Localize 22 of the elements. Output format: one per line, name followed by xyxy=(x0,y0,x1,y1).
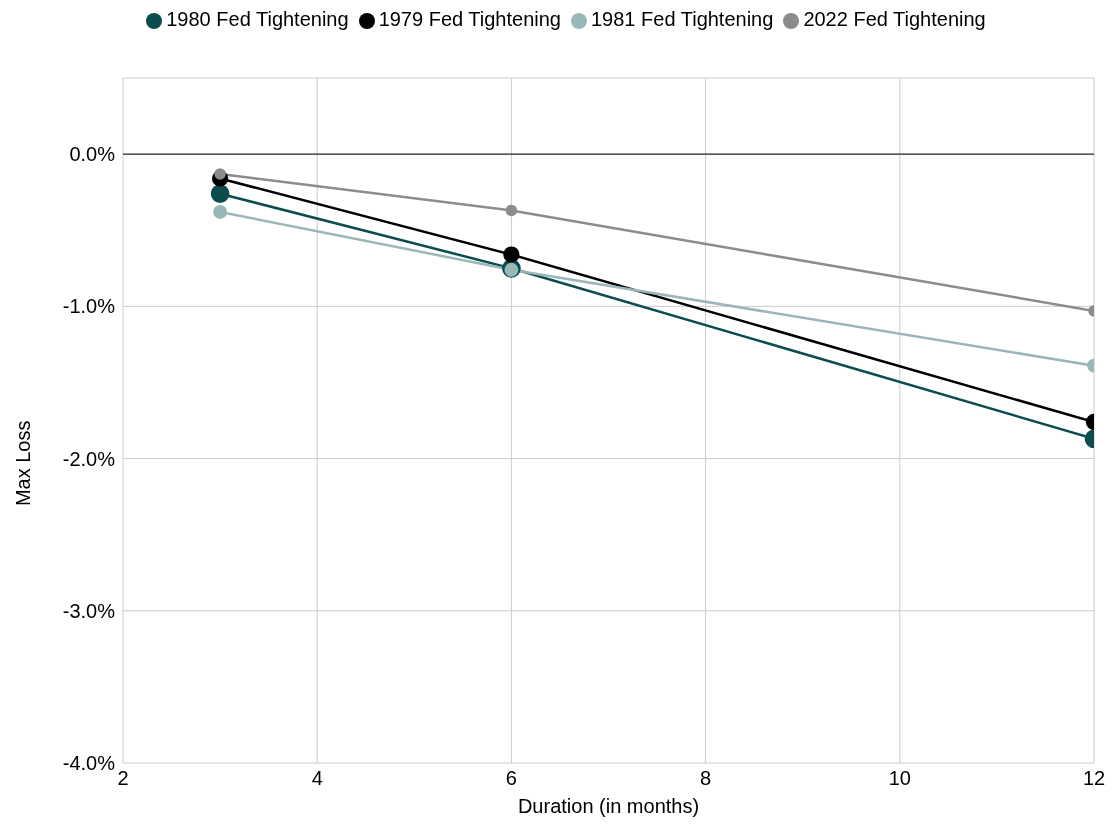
point xyxy=(503,246,520,263)
legend-label: 2022 Fed Tightening xyxy=(803,8,986,30)
x-axis-title: Duration (in months) xyxy=(517,795,700,817)
x-tick-label: 4 xyxy=(311,767,323,790)
y-tick-label: -1.0% xyxy=(62,295,116,318)
y-tick-label: -2.0% xyxy=(62,447,116,470)
legend-label: 1981 Fed Tightening xyxy=(591,8,774,30)
legend-label: 1979 Fed Tightening xyxy=(378,8,561,30)
x-tick-label: 6 xyxy=(505,767,517,790)
point xyxy=(213,205,228,219)
legend-label: 1980 Fed Tightening xyxy=(166,8,349,30)
x-tick-label: 12 xyxy=(1082,767,1106,790)
y-axis-title: Max Loss xyxy=(12,420,35,507)
point xyxy=(210,184,230,204)
x-tick-label: 2 xyxy=(117,767,129,790)
y-tick-label: -3.0% xyxy=(62,599,116,622)
x-tick-label: 8 xyxy=(700,767,712,790)
y-tick-label: -4.0% xyxy=(62,752,116,775)
point xyxy=(505,204,518,217)
x-tick-label: 10 xyxy=(888,767,911,790)
point xyxy=(504,262,519,277)
y-tick-label: 0.0% xyxy=(69,143,116,166)
